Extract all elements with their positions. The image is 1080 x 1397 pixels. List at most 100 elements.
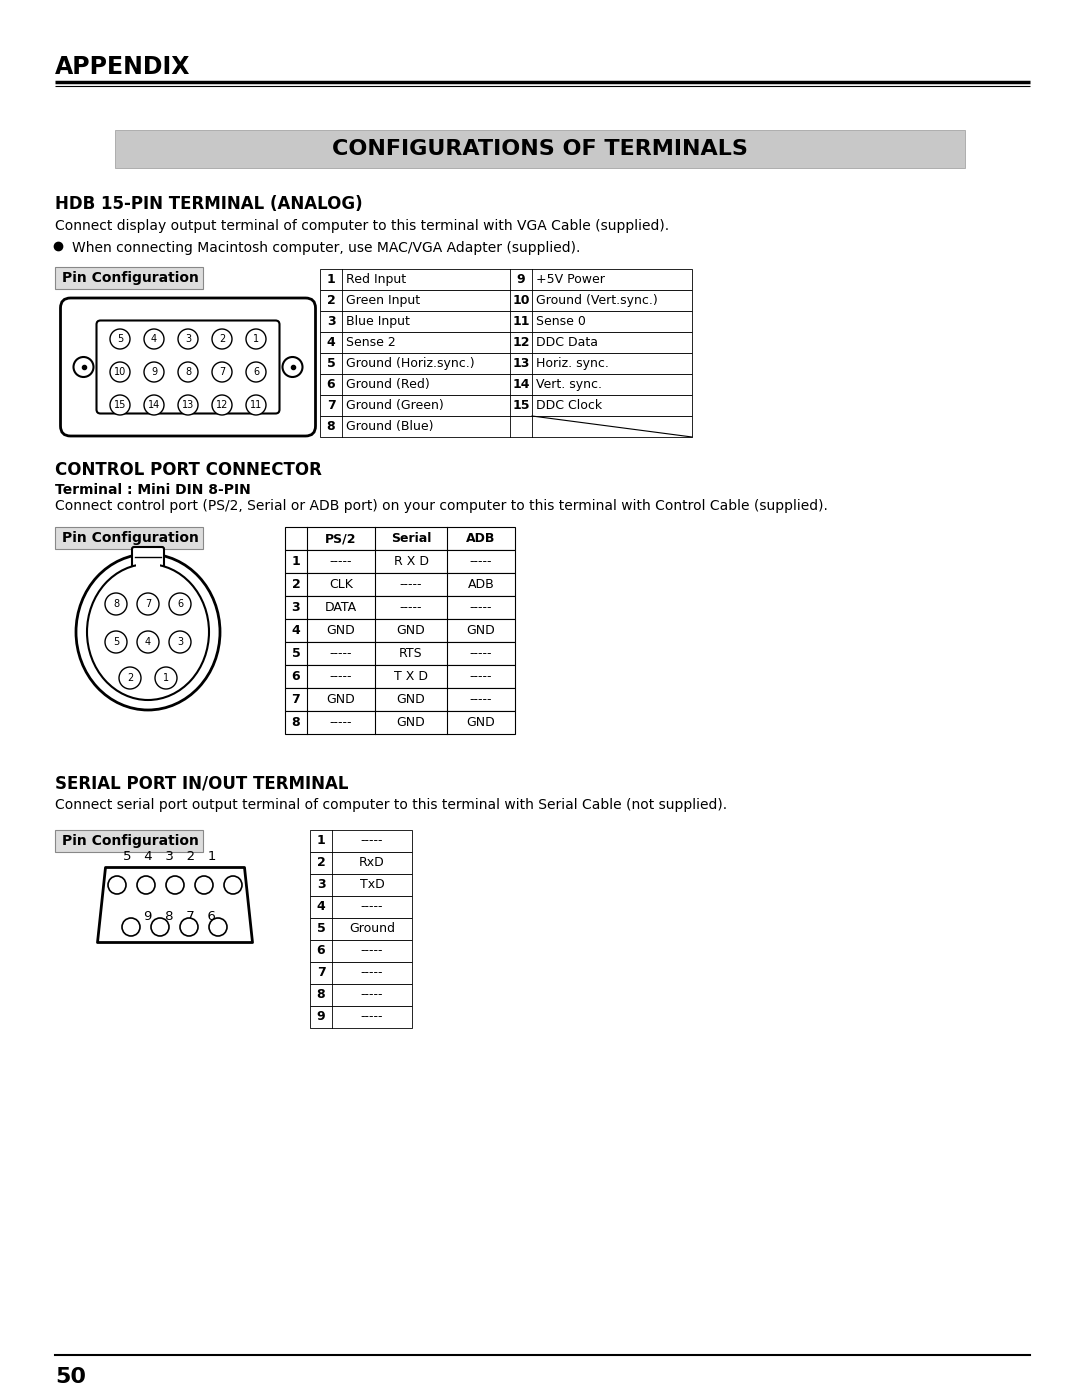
Bar — [320, 416, 692, 437]
Text: 4: 4 — [145, 637, 151, 647]
Text: 2: 2 — [316, 856, 325, 869]
Bar — [310, 830, 411, 852]
Bar — [55, 267, 203, 289]
Circle shape — [151, 918, 168, 936]
Bar — [320, 395, 692, 416]
Circle shape — [180, 918, 198, 936]
Text: 2: 2 — [126, 673, 133, 683]
Text: -----: ----- — [470, 647, 492, 659]
Circle shape — [246, 362, 266, 381]
Text: Ground (Horiz.sync.): Ground (Horiz.sync.) — [346, 358, 474, 370]
Bar — [285, 619, 515, 643]
Text: 9   8   7   6: 9 8 7 6 — [144, 909, 216, 923]
Circle shape — [137, 876, 156, 894]
Text: 13: 13 — [181, 400, 194, 409]
Text: 6: 6 — [253, 367, 259, 377]
Text: TxD: TxD — [360, 879, 384, 891]
Text: 4: 4 — [326, 337, 336, 349]
Bar — [310, 1006, 411, 1028]
Text: 7: 7 — [326, 400, 336, 412]
Circle shape — [156, 666, 177, 689]
Text: 8: 8 — [185, 367, 191, 377]
Text: 50: 50 — [55, 1368, 86, 1387]
Text: 7: 7 — [219, 367, 225, 377]
Circle shape — [210, 918, 227, 936]
Text: Ground (Green): Ground (Green) — [346, 400, 444, 412]
Text: 12: 12 — [216, 400, 228, 409]
Circle shape — [212, 362, 232, 381]
Circle shape — [178, 330, 198, 349]
Circle shape — [105, 631, 127, 652]
Text: -----: ----- — [400, 601, 422, 615]
Circle shape — [108, 876, 126, 894]
Text: 4: 4 — [292, 624, 300, 637]
Circle shape — [246, 395, 266, 415]
Text: Pin Configuration: Pin Configuration — [62, 531, 199, 545]
Text: 8: 8 — [113, 599, 119, 609]
Text: -----: ----- — [470, 671, 492, 683]
FancyBboxPatch shape — [132, 548, 164, 576]
Text: Connect display output terminal of computer to this terminal with VGA Cable (sup: Connect display output terminal of compu… — [55, 219, 670, 233]
Text: GND: GND — [326, 693, 355, 705]
Bar — [320, 353, 692, 374]
Bar — [320, 270, 692, 291]
Text: Ground (Blue): Ground (Blue) — [346, 420, 433, 433]
Text: 1: 1 — [292, 555, 300, 569]
Circle shape — [110, 395, 130, 415]
Ellipse shape — [87, 564, 210, 700]
Text: 11: 11 — [249, 400, 262, 409]
Text: -----: ----- — [400, 578, 422, 591]
Bar — [320, 312, 692, 332]
Bar — [285, 643, 515, 665]
Ellipse shape — [76, 555, 220, 710]
Circle shape — [178, 395, 198, 415]
Text: GND: GND — [467, 717, 496, 729]
Text: 13: 13 — [512, 358, 529, 370]
Text: PS/2: PS/2 — [325, 532, 356, 545]
Bar — [310, 983, 411, 1006]
Text: 14: 14 — [512, 379, 530, 391]
Circle shape — [110, 330, 130, 349]
Bar — [285, 550, 515, 573]
Text: APPENDIX: APPENDIX — [55, 54, 190, 80]
Polygon shape — [97, 868, 253, 943]
Bar — [310, 940, 411, 963]
Text: 8: 8 — [292, 717, 300, 729]
Text: -----: ----- — [329, 647, 352, 659]
Text: 9: 9 — [316, 1010, 325, 1024]
Text: 9: 9 — [516, 272, 525, 286]
Bar — [136, 557, 160, 569]
Text: -----: ----- — [361, 1010, 383, 1024]
Circle shape — [122, 918, 140, 936]
Text: T X D: T X D — [394, 671, 428, 683]
Text: ADB: ADB — [467, 532, 496, 545]
Text: Pin Configuration: Pin Configuration — [62, 834, 199, 848]
Text: 3: 3 — [185, 334, 191, 344]
Text: 2: 2 — [219, 334, 225, 344]
Text: Serial: Serial — [391, 532, 431, 545]
Text: GND: GND — [396, 717, 426, 729]
Text: 6: 6 — [292, 671, 300, 683]
Circle shape — [144, 330, 164, 349]
Text: RTS: RTS — [400, 647, 422, 659]
Circle shape — [212, 395, 232, 415]
Text: HDB 15-PIN TERMINAL (ANALOG): HDB 15-PIN TERMINAL (ANALOG) — [55, 196, 363, 212]
Bar — [320, 291, 692, 312]
Bar — [285, 711, 515, 733]
Text: R X D: R X D — [393, 555, 429, 569]
Text: ADB: ADB — [468, 578, 495, 591]
Text: 7: 7 — [292, 693, 300, 705]
Text: -----: ----- — [361, 944, 383, 957]
Text: -----: ----- — [329, 671, 352, 683]
Bar — [310, 875, 411, 895]
Text: 3: 3 — [316, 879, 325, 891]
Bar — [285, 527, 515, 550]
Text: 5: 5 — [326, 358, 336, 370]
Text: CONTROL PORT CONNECTOR: CONTROL PORT CONNECTOR — [55, 461, 322, 479]
Text: DDC Clock: DDC Clock — [536, 400, 603, 412]
Circle shape — [119, 666, 141, 689]
Text: 6: 6 — [326, 379, 335, 391]
Text: Vert. sync.: Vert. sync. — [536, 379, 602, 391]
Circle shape — [283, 358, 302, 377]
Circle shape — [168, 631, 191, 652]
